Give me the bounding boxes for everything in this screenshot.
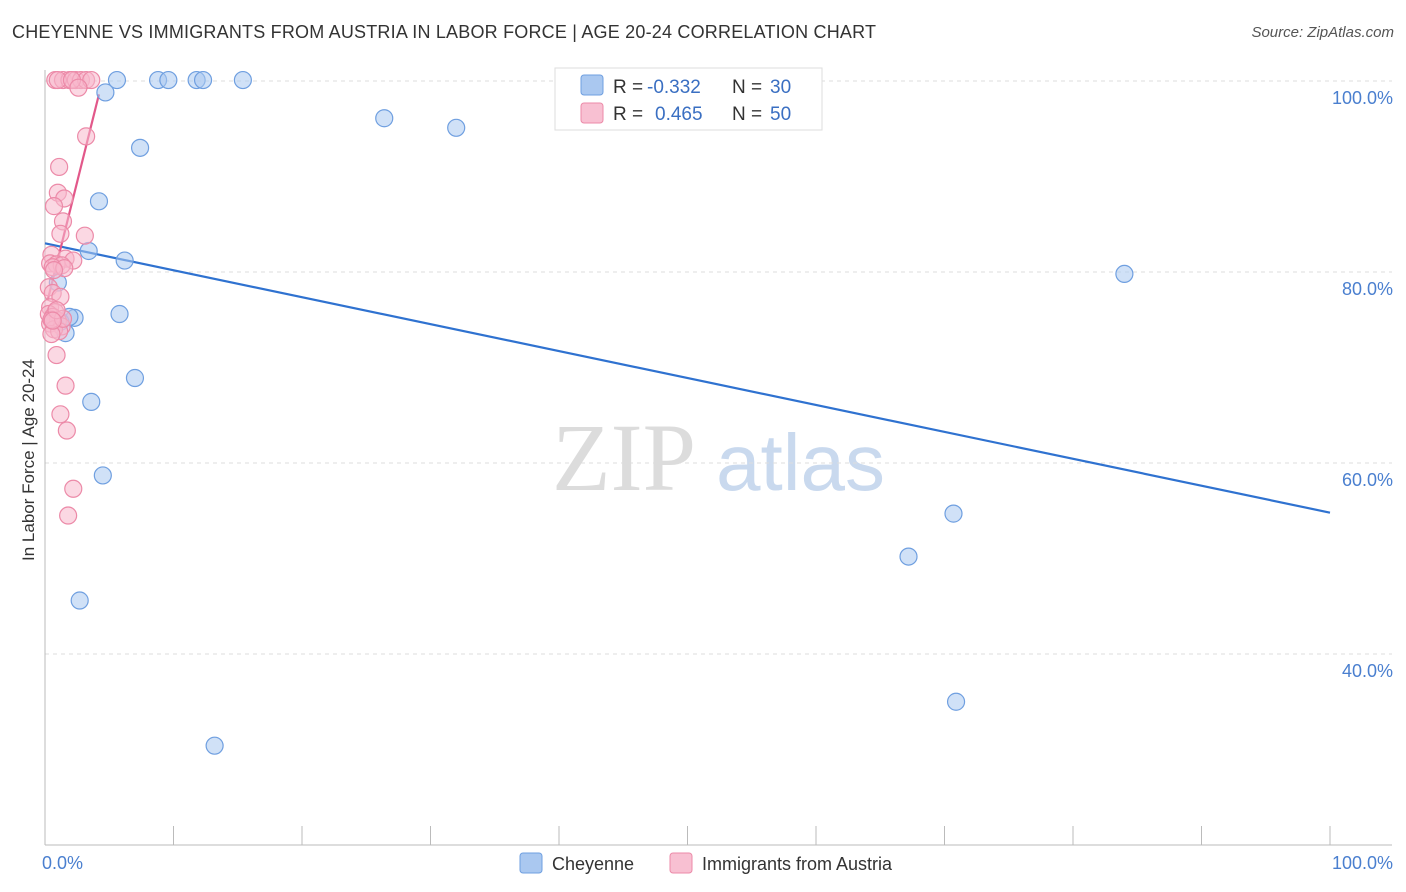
austria-point: [51, 224, 70, 243]
cheyenne-point: [130, 138, 150, 157]
austria-point: [69, 78, 88, 97]
austria-point: [43, 311, 62, 330]
cheyenne-point: [110, 304, 129, 324]
cheyenne-point: [115, 251, 134, 270]
y-tick-label: 80.0%: [1342, 279, 1393, 299]
austria-point: [44, 197, 64, 216]
chart-source: Source: ZipAtlas.com: [1251, 24, 1394, 41]
cheyenne-point: [89, 192, 109, 211]
bottom-legend-label-austria: Immigrants from Austria: [702, 854, 893, 874]
legend-r-value-cheyenne: -0.332: [647, 77, 701, 98]
bottom-legend-swatch-cheyenne: [519, 852, 543, 874]
y-tick-label: 100.0%: [1332, 88, 1393, 108]
cheyenne-point: [79, 241, 98, 261]
y-tick-label: 60.0%: [1342, 470, 1393, 490]
legend-swatch-cheyenne: [580, 74, 604, 96]
austria-point: [57, 421, 76, 440]
cheyenne-point: [375, 109, 394, 128]
axes: [44, 70, 1392, 846]
cheyenne-point: [205, 736, 224, 755]
bottom-legend-label-cheyenne: Cheyenne: [552, 854, 634, 874]
gridlines: [45, 80, 1392, 655]
legend-n-label-cheyenne: N =: [732, 77, 762, 98]
x-tick-label: 0.0%: [42, 853, 83, 873]
austria-point: [59, 506, 78, 525]
cheyenne-point: [93, 466, 112, 485]
legend-r-value-austria: 0.465: [655, 104, 703, 125]
legend-r-label-austria: R =: [613, 104, 643, 125]
y-tick-label: 40.0%: [1342, 661, 1393, 681]
correlation-legend: R = -0.332 N = 30 R = 0.465 N = 50: [554, 67, 823, 131]
cheyenne-point: [82, 392, 101, 411]
y-axis-label: In Labor Force | Age 20-24: [19, 359, 38, 561]
cheyenne-point: [193, 70, 213, 90]
legend-r-label-cheyenne: R =: [613, 77, 643, 98]
chart-title: CHEYENNE VS IMMIGRANTS FROM AUSTRIA IN L…: [12, 22, 877, 42]
legend-n-value-austria: 50: [770, 104, 791, 125]
cheyenne-point: [125, 368, 145, 388]
austria-point: [56, 376, 75, 395]
bottom-legend-swatch-austria: [669, 852, 693, 874]
cheyenne-point: [1115, 264, 1134, 284]
cheyenne-point: [96, 83, 115, 102]
austria-point: [51, 405, 70, 424]
data-points: [39, 70, 1134, 755]
cheyenne-point: [107, 70, 127, 90]
austria-point: [44, 260, 64, 280]
cheyenne-point: [944, 504, 963, 523]
cheyenne-point: [70, 591, 89, 610]
cheyenne-point: [899, 547, 918, 566]
cheyenne-point: [159, 70, 178, 90]
cheyenne-point: [233, 70, 252, 90]
tick-labels: 40.0% 60.0% 80.0% 100.0% 0.0% 100.0%: [42, 88, 1393, 873]
austria-point: [47, 345, 66, 365]
legend-n-label-austria: N =: [732, 104, 762, 125]
austria-point: [77, 127, 96, 146]
legend-n-value-cheyenne: 30: [770, 77, 791, 98]
cheyenne-point: [946, 692, 966, 711]
watermark-zip: ZIP: [552, 404, 696, 511]
cheyenne-point: [447, 118, 466, 137]
austria-point: [64, 479, 83, 498]
austria-point: [75, 226, 94, 245]
series-legend: Cheyenne Immigrants from Austria: [519, 852, 893, 874]
trend-line-cheyenne: [44, 242, 1331, 514]
austria-point: [50, 157, 69, 177]
x-tick-label: 100.0%: [1332, 853, 1393, 873]
legend-swatch-austria: [580, 102, 604, 124]
